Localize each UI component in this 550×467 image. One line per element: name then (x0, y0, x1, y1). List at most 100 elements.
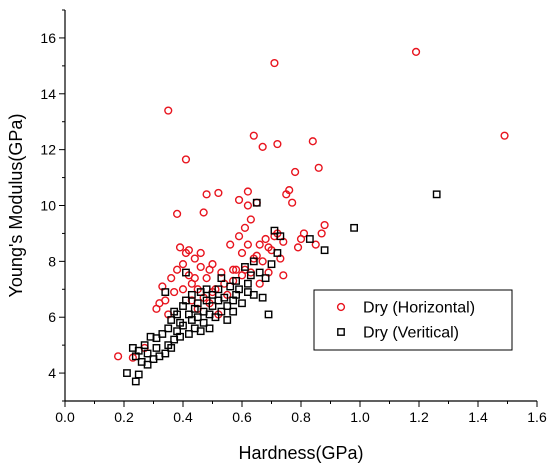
data-point-square (276, 232, 285, 241)
data-point-circle (202, 190, 211, 199)
data-point-square (223, 316, 232, 324)
data-point-square (350, 223, 358, 232)
x-tick-label: 1.2 (409, 409, 429, 425)
data-point-square (229, 307, 238, 316)
data-point-circle (234, 232, 244, 241)
data-point-square (167, 344, 176, 352)
data-point-square (173, 310, 181, 319)
data-point-circle (273, 139, 282, 149)
data-point-circle (243, 240, 253, 249)
y-tick-label: 6 (48, 309, 56, 325)
data-point-circle (252, 198, 261, 207)
data-point-square (226, 282, 235, 291)
y-tick-label: 16 (40, 30, 56, 46)
data-point-square (131, 377, 140, 386)
data-point-circle (167, 274, 176, 283)
x-tick-label: 0.2 (114, 409, 134, 425)
data-point-circle (285, 186, 294, 195)
data-point-square (241, 263, 249, 271)
data-point-circle (196, 262, 205, 272)
data-point-square (235, 285, 243, 294)
data-point-square (196, 327, 205, 336)
x-tick-label: 1.6 (527, 409, 547, 425)
data-point-circle (258, 142, 267, 151)
y-axis: 4 6 8 10 12 14 16 (40, 9, 65, 402)
x-axis: 0.0 0.2 0.4 0.6 0.8 1.0 1.2 1.4 1.6 (55, 401, 547, 425)
data-point-circle (161, 296, 170, 305)
data-point-square (208, 290, 217, 299)
x-tick-label: 1.0 (350, 409, 370, 425)
data-point-square (176, 332, 184, 341)
data-point-circle (196, 248, 205, 258)
data-point-circle (214, 188, 223, 198)
legend-box (313, 289, 513, 351)
data-point-square (264, 310, 273, 319)
data-point-circle (113, 352, 123, 361)
data-point-circle (237, 248, 247, 258)
data-point-circle (164, 106, 173, 115)
data-point-square (164, 324, 173, 333)
data-point-square (214, 285, 223, 294)
x-axis-title: Hardness(GPa) (238, 443, 363, 463)
data-point-square (211, 313, 220, 322)
data-point-circle (178, 285, 188, 294)
legend-label: Dry (Veritical) (363, 325, 459, 342)
data-point-circle (299, 229, 309, 238)
data-point-circle (258, 257, 267, 266)
data-point-circle (240, 223, 250, 232)
data-point-square (202, 296, 211, 305)
x-tick-label: 1.4 (468, 409, 488, 425)
x-tick-label: 0.4 (173, 409, 193, 425)
data-point-square (217, 307, 226, 316)
data-point-square (252, 198, 261, 207)
data-point-square (255, 268, 264, 277)
data-point-square (270, 226, 279, 235)
y-tick-label: 12 (40, 142, 56, 158)
data-point-circle (175, 243, 185, 252)
data-point-circle (184, 246, 194, 255)
data-point-square (140, 341, 149, 350)
data-point-square (179, 321, 187, 330)
y-tick-label: 14 (40, 86, 56, 102)
y-tick-label: 8 (48, 253, 56, 269)
data-point-circle (190, 254, 199, 263)
data-point-square (217, 274, 226, 283)
data-point-circle (243, 187, 253, 196)
data-point-square (123, 369, 131, 377)
data-point-square (249, 290, 258, 299)
data-point-square (258, 293, 267, 302)
data-point-circle (181, 155, 191, 164)
data-point-square (167, 316, 176, 324)
data-point-square (193, 299, 202, 308)
data-point-circle (311, 240, 320, 249)
data-point-square (243, 279, 252, 288)
data-point-square (152, 334, 161, 343)
x-tick-label: 0.0 (55, 409, 75, 425)
data-point-square (161, 288, 170, 296)
data-point-circle (320, 220, 329, 230)
data-point-circle (226, 240, 235, 249)
data-point-circle (249, 131, 258, 140)
data-point-square (246, 271, 255, 280)
data-point-circle (243, 201, 253, 210)
data-point-square (202, 285, 211, 294)
legend-marker-circle (336, 302, 346, 312)
data-point-circle (255, 240, 264, 249)
data-point-circle (173, 209, 182, 218)
legend-marker-square (337, 328, 345, 336)
data-point-square (134, 346, 143, 355)
data-point-square (187, 290, 196, 299)
data-point-circle (255, 279, 264, 288)
data-point-square (208, 302, 217, 310)
data-point-circle (232, 265, 241, 274)
data-point-square (223, 302, 232, 310)
data-point-circle (170, 287, 179, 297)
data-point-circle (190, 274, 199, 283)
data-point-circle (288, 198, 297, 207)
data-point-square (305, 235, 314, 243)
data-point-square (193, 313, 202, 322)
data-point-square (261, 274, 270, 283)
data-point-circle (291, 167, 300, 177)
data-point-square (158, 330, 167, 338)
